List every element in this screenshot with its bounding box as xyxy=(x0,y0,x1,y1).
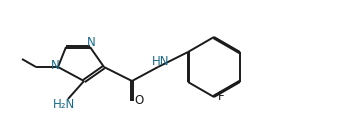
Text: H₂N: H₂N xyxy=(53,97,75,111)
Text: N: N xyxy=(87,37,95,49)
Text: F: F xyxy=(218,90,224,104)
Text: HN: HN xyxy=(152,54,170,68)
Text: O: O xyxy=(135,94,144,106)
Text: N: N xyxy=(51,59,60,71)
